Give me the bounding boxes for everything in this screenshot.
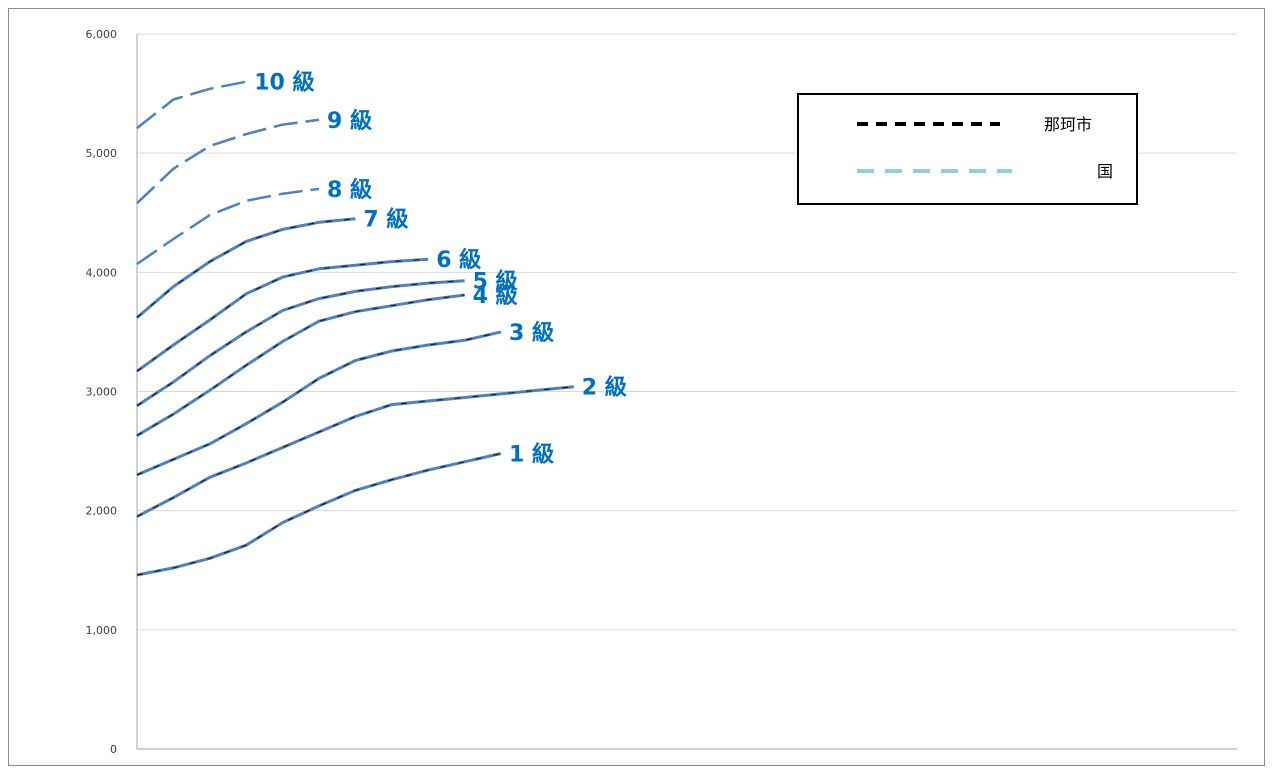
series-line: [136, 452, 502, 577]
legend-label-kuni: 国: [1097, 162, 1113, 181]
series-label: 10 級: [254, 70, 314, 96]
series-line: [136, 217, 356, 319]
series-label: 5 級: [473, 269, 518, 295]
series-line: [136, 187, 320, 266]
legend-box: [797, 93, 1138, 205]
legend: 那珂市 国: [797, 93, 1138, 205]
series-labels: 1 級 2 級 3 級 4 級5 級6 級 7 級 8 級 9 級 10 級: [254, 70, 627, 468]
y-axis-ticks: 0 1,000 2,000 3,000 4,000 5,000 6,000: [86, 28, 118, 756]
series-line: [136, 385, 574, 518]
y-tick-label: 1,000: [86, 624, 118, 637]
y-tick-label: 3,000: [86, 386, 118, 399]
series-line: [136, 118, 320, 205]
series-label: 3 級: [509, 320, 554, 346]
series-line: [136, 330, 502, 477]
series-line-overlay: [136, 294, 465, 437]
series-label: 1 級: [509, 442, 554, 468]
series-line: [136, 80, 247, 130]
y-tick-label: 6,000: [86, 28, 118, 41]
series-line: [136, 279, 465, 408]
y-tick-label: 2,000: [86, 505, 118, 518]
legend-label-naka: 那珂市: [1044, 115, 1092, 134]
y-tick-label: 4,000: [86, 266, 118, 279]
series-label: 7 級: [363, 207, 408, 233]
series-label: 6 級: [436, 247, 481, 273]
series-label: 8 級: [327, 177, 372, 203]
series-lines: [136, 80, 574, 577]
series-line-overlay: [136, 258, 429, 372]
y-tick-label: 0: [110, 743, 117, 756]
series-label: 2 級: [582, 375, 627, 401]
series-label: 4 級: [473, 283, 518, 309]
series-label: 9 級: [327, 108, 372, 134]
y-tick-label: 5,000: [86, 147, 118, 160]
